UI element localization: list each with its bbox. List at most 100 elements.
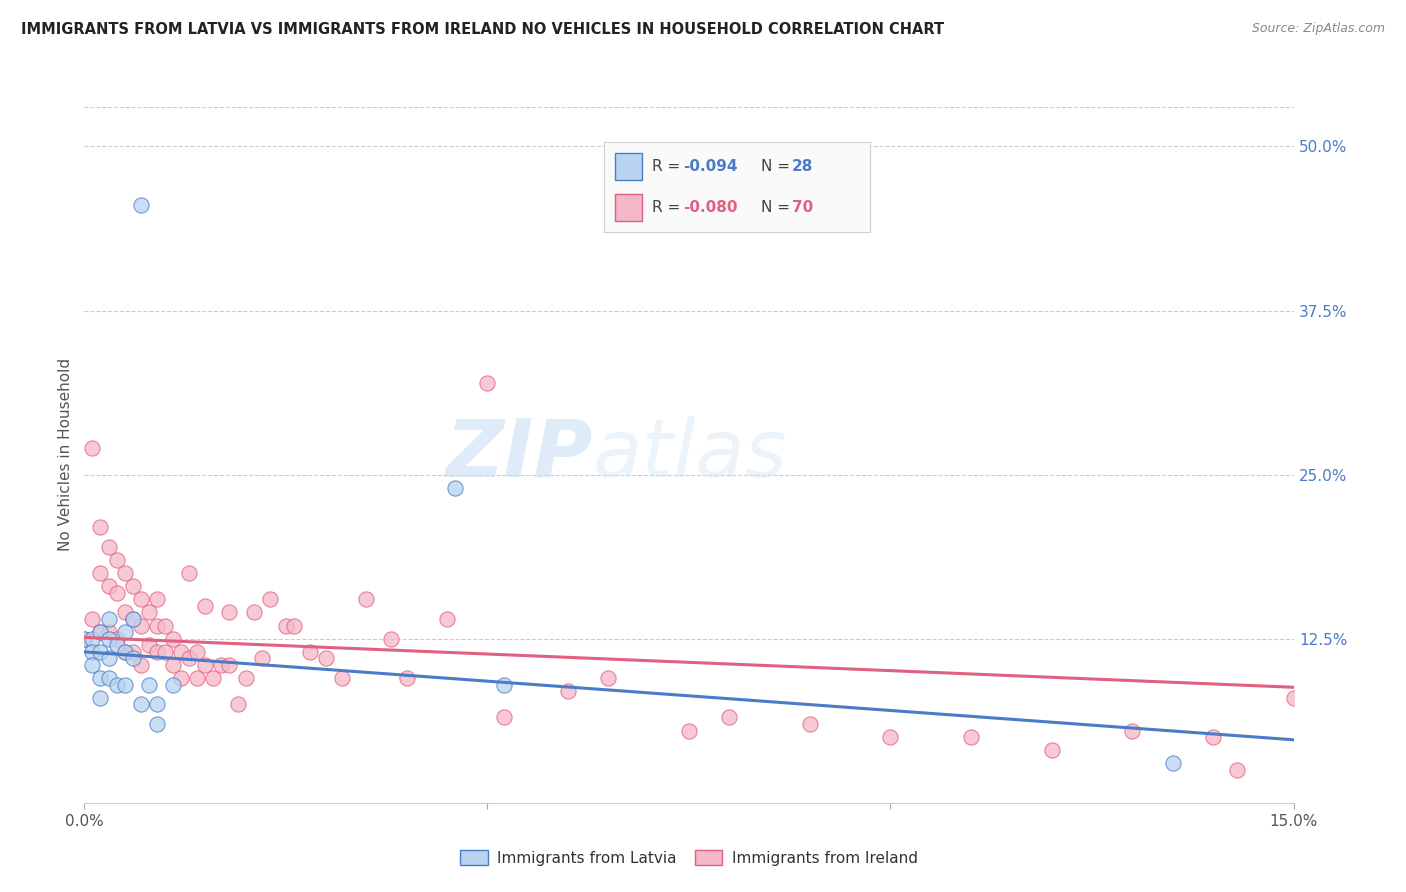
Point — [162, 632, 184, 646]
Point — [89, 645, 111, 659]
Point — [444, 481, 467, 495]
Point — [89, 520, 111, 534]
Text: atlas: atlas — [592, 416, 787, 494]
Point — [395, 671, 418, 685]
Point — [330, 671, 353, 685]
FancyBboxPatch shape — [614, 153, 641, 180]
Point — [129, 618, 152, 632]
Point — [146, 698, 169, 712]
Point — [82, 612, 104, 626]
Point — [259, 592, 281, 607]
Point — [194, 657, 217, 672]
Point — [170, 671, 193, 685]
Point — [799, 717, 821, 731]
Text: R =: R = — [652, 201, 685, 215]
Point — [105, 632, 128, 646]
Point — [598, 671, 620, 685]
Text: N =: N = — [761, 201, 796, 215]
Point — [436, 612, 458, 626]
Point — [121, 612, 143, 626]
Point — [114, 566, 136, 580]
Point — [114, 625, 136, 640]
Point — [1282, 690, 1305, 705]
Point — [153, 645, 176, 659]
Text: -0.094: -0.094 — [683, 159, 737, 174]
Point — [129, 698, 152, 712]
Point — [121, 612, 143, 626]
Point — [121, 645, 143, 659]
Point — [105, 638, 128, 652]
Text: -0.080: -0.080 — [683, 201, 737, 215]
Point — [179, 566, 201, 580]
Point — [129, 592, 152, 607]
Text: 70: 70 — [792, 201, 813, 215]
Point — [105, 586, 128, 600]
Point — [299, 645, 322, 659]
Point — [162, 678, 184, 692]
Point — [97, 651, 120, 665]
Point — [97, 540, 120, 554]
Point — [121, 579, 143, 593]
Point — [105, 678, 128, 692]
Point — [162, 657, 184, 672]
Point — [274, 618, 297, 632]
Point — [82, 645, 104, 659]
Point — [82, 442, 104, 456]
Point — [146, 592, 169, 607]
Point — [146, 618, 169, 632]
Point — [114, 678, 136, 692]
Point — [89, 625, 111, 640]
Point — [1161, 756, 1184, 771]
Point — [380, 632, 402, 646]
Point — [89, 625, 111, 640]
Point — [218, 606, 240, 620]
Point — [250, 651, 273, 665]
Point — [879, 730, 901, 744]
Point — [186, 671, 208, 685]
Point — [477, 376, 499, 390]
Point — [1226, 763, 1249, 777]
Point — [129, 657, 152, 672]
Point — [170, 645, 193, 659]
Point — [114, 645, 136, 659]
Point — [121, 651, 143, 665]
Point — [557, 684, 579, 698]
Point — [105, 553, 128, 567]
Point — [235, 671, 257, 685]
Point — [97, 671, 120, 685]
Point — [209, 657, 232, 672]
Point — [194, 599, 217, 613]
Point — [97, 579, 120, 593]
Point — [138, 678, 160, 692]
Text: ZIP: ZIP — [444, 416, 592, 494]
Point — [1202, 730, 1225, 744]
Point — [89, 566, 111, 580]
Text: IMMIGRANTS FROM LATVIA VS IMMIGRANTS FROM IRELAND NO VEHICLES IN HOUSEHOLD CORRE: IMMIGRANTS FROM LATVIA VS IMMIGRANTS FRO… — [21, 22, 945, 37]
Point — [1040, 743, 1063, 757]
Point — [89, 690, 111, 705]
Point — [82, 657, 104, 672]
Point — [73, 632, 96, 646]
Legend: Immigrants from Latvia, Immigrants from Ireland: Immigrants from Latvia, Immigrants from … — [454, 844, 924, 871]
Point — [97, 625, 120, 640]
Point — [718, 710, 741, 724]
FancyBboxPatch shape — [614, 194, 641, 221]
Point — [202, 671, 225, 685]
Point — [97, 632, 120, 646]
Point — [114, 606, 136, 620]
Point — [315, 651, 337, 665]
Text: Source: ZipAtlas.com: Source: ZipAtlas.com — [1251, 22, 1385, 36]
Point — [153, 618, 176, 632]
Point — [146, 717, 169, 731]
Point — [283, 618, 305, 632]
Point — [492, 710, 515, 724]
Point — [82, 632, 104, 646]
Text: N =: N = — [761, 159, 796, 174]
Point — [678, 723, 700, 738]
Point — [356, 592, 378, 607]
Point — [226, 698, 249, 712]
Point — [186, 645, 208, 659]
Point — [179, 651, 201, 665]
Point — [242, 606, 264, 620]
Point — [218, 657, 240, 672]
